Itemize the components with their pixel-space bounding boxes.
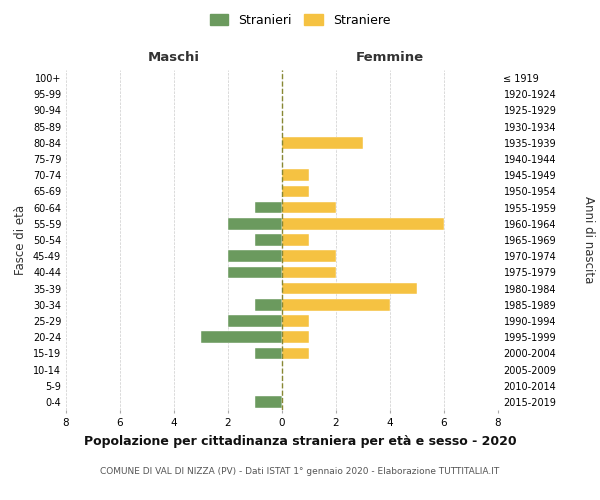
Bar [282, 137, 363, 148]
Bar [282, 299, 390, 310]
Bar [228, 315, 282, 327]
Bar [282, 282, 417, 294]
Bar [282, 186, 309, 198]
Text: Maschi: Maschi [148, 50, 200, 64]
Bar [228, 250, 282, 262]
Y-axis label: Fasce di età: Fasce di età [14, 205, 27, 275]
Bar [282, 218, 444, 230]
Text: Femmine: Femmine [356, 50, 424, 64]
Bar [282, 348, 309, 359]
Bar [255, 234, 282, 246]
Bar [282, 170, 309, 181]
Bar [282, 266, 336, 278]
Legend: Stranieri, Straniere: Stranieri, Straniere [205, 8, 395, 32]
Bar [282, 315, 309, 327]
Bar [228, 218, 282, 230]
Bar [228, 266, 282, 278]
Bar [201, 332, 282, 343]
Bar [255, 202, 282, 213]
Bar [282, 332, 309, 343]
Y-axis label: Anni di nascita: Anni di nascita [582, 196, 595, 284]
Bar [282, 234, 309, 246]
Text: COMUNE DI VAL DI NIZZA (PV) - Dati ISTAT 1° gennaio 2020 - Elaborazione TUTTITAL: COMUNE DI VAL DI NIZZA (PV) - Dati ISTAT… [100, 468, 500, 476]
Bar [282, 202, 336, 213]
Bar [255, 348, 282, 359]
Bar [282, 250, 336, 262]
Bar [255, 396, 282, 407]
Text: Popolazione per cittadinanza straniera per età e sesso - 2020: Popolazione per cittadinanza straniera p… [83, 435, 517, 448]
Bar [255, 299, 282, 310]
